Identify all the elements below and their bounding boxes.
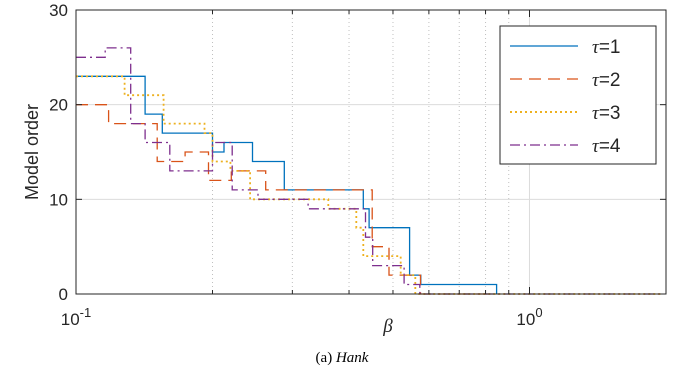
legend-entry: τ=4: [592, 136, 621, 157]
series-layer: [76, 47, 661, 295]
figure-caption: (a) Hank: [0, 350, 684, 367]
series-line: [76, 47, 661, 295]
plot-border: [75, 9, 667, 295]
caption-prefix: (a): [315, 350, 333, 366]
legend-entry: τ=3: [592, 103, 620, 124]
legend-entry: τ=1: [592, 37, 620, 58]
y-tick-label: 30: [49, 1, 68, 20]
legend-entry: τ=2: [592, 70, 620, 91]
y-tick-label: 20: [49, 96, 68, 115]
x-axis-label: β: [382, 316, 393, 337]
y-axis-label: Model order: [22, 104, 42, 200]
caption-name: Hank: [335, 350, 369, 366]
legend-box: [499, 25, 657, 165]
y-tick-label: 10: [49, 190, 68, 209]
y-tick-label: 0: [59, 285, 68, 304]
series-line: [76, 75, 661, 295]
ticks: 0 10 20 30 10-1 100: [49, 1, 667, 329]
grid: [76, 10, 666, 294]
x-tick-label: 100: [516, 305, 542, 329]
x-tick-label: 10-1: [61, 305, 91, 329]
legend: τ=1 τ=2 τ=3 τ=4: [499, 25, 657, 165]
